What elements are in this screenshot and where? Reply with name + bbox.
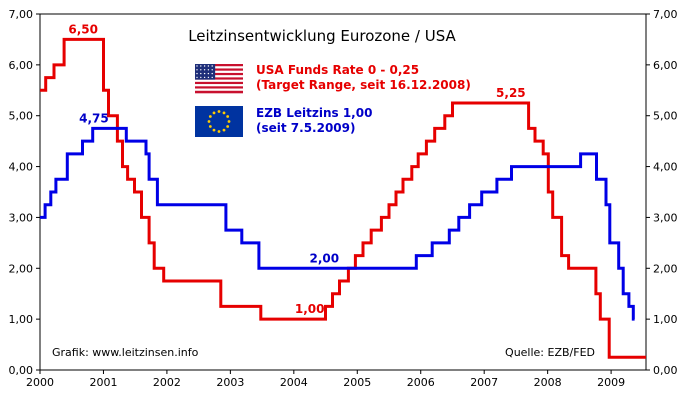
- ecb-value-label: 2,00: [309, 251, 339, 265]
- legend-us-title: USA Funds Rate 0 - 0,25: [256, 63, 419, 77]
- us-flag-icon: [195, 64, 243, 94]
- us-value-label: 1,00: [295, 302, 325, 316]
- x-tick-label: 2006: [407, 376, 435, 389]
- us-value-label: 5,25: [496, 86, 526, 100]
- y-tick-label-left: 0,00: [9, 364, 34, 377]
- x-tick-label: 2004: [280, 376, 308, 389]
- x-tick-label: 2001: [89, 376, 117, 389]
- us-value-label: 6,50: [68, 22, 98, 36]
- x-tick-label: 2000: [26, 376, 54, 389]
- y-tick-label-left: 2,00: [9, 262, 34, 275]
- x-tick-label: 2007: [470, 376, 498, 389]
- y-tick-label-right: 3,00: [653, 211, 678, 224]
- eu-flag-icon: [195, 106, 243, 137]
- source-credit-left: Grafik: www.leitzinsen.info: [52, 346, 199, 359]
- y-tick-label-left: 6,00: [9, 59, 34, 72]
- y-tick-label-right: 1,00: [653, 313, 678, 326]
- x-tick-label: 2005: [343, 376, 371, 389]
- ecb-rate-line: [40, 126, 635, 321]
- y-tick-label-right: 0,00: [653, 364, 678, 377]
- y-tick-label-left: 7,00: [9, 8, 34, 21]
- legend-us-subtitle: (Target Range, seit 16.12.2008): [256, 78, 471, 92]
- y-tick-label-right: 2,00: [653, 262, 678, 275]
- y-tick-label-left: 4,00: [9, 161, 34, 174]
- source-credit-right: Quelle: EZB/FED: [505, 346, 595, 359]
- x-tick-label: 2002: [153, 376, 181, 389]
- y-tick-label-right: 4,00: [653, 161, 678, 174]
- y-tick-label-right: 5,00: [653, 110, 678, 123]
- legend-ecb-title: EZB Leitzins 1,00: [256, 106, 372, 120]
- y-tick-label-right: 6,00: [653, 59, 678, 72]
- y-tick-label-left: 1,00: [9, 313, 34, 326]
- y-tick-label-left: 3,00: [9, 211, 34, 224]
- y-tick-label-left: 5,00: [9, 110, 34, 123]
- legend-ecb-subtitle: (seit 7.5.2009): [256, 121, 356, 135]
- ecb-value-label: 4,75: [79, 111, 109, 125]
- x-tick-label: 2008: [534, 376, 562, 389]
- us-rate-line: [40, 37, 646, 359]
- x-tick-label: 2003: [216, 376, 244, 389]
- chart-title: Leitzinsentwicklung Eurozone / USA: [188, 27, 456, 45]
- x-tick-label: 2009: [597, 376, 625, 389]
- y-tick-label-right: 7,00: [653, 8, 678, 21]
